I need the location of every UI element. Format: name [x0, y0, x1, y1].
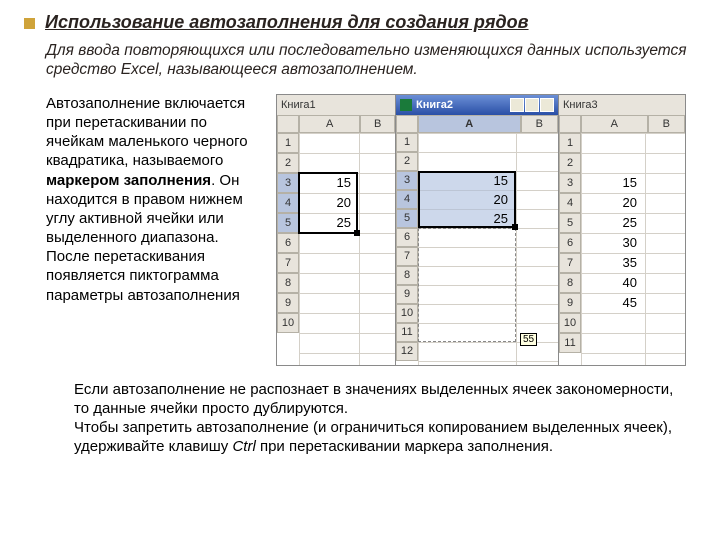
- row-header: 11: [559, 333, 581, 353]
- row-header: 9: [396, 285, 418, 304]
- row-header: 3: [277, 173, 299, 193]
- row-header: 2: [277, 153, 299, 173]
- row-header: 8: [559, 273, 581, 293]
- cell-value: 20: [581, 195, 643, 210]
- col-header: B: [648, 115, 685, 133]
- row-header: 11: [396, 323, 418, 342]
- desc-pre: Автозаполнение включается при перетаскив…: [46, 95, 248, 170]
- row-header: 6: [396, 228, 418, 247]
- ctrl-key: Ctrl: [232, 438, 255, 455]
- subtitle-text: Для ввода повторяющихся или последовател…: [46, 41, 692, 80]
- row-header: 1: [277, 133, 299, 153]
- cell-value: 30: [581, 235, 643, 250]
- description-text: Автозаполнение включается при перетаскив…: [24, 94, 260, 366]
- row-header: 2: [396, 152, 418, 171]
- cell-value: 15: [581, 175, 643, 190]
- row-header: 5: [396, 209, 418, 228]
- row-header: 5: [277, 213, 299, 233]
- row-header: 3: [396, 171, 418, 190]
- row-header: 4: [277, 193, 299, 213]
- row-header: 1: [396, 133, 418, 152]
- cell-value: 25: [418, 211, 514, 226]
- close-icon[interactable]: [540, 98, 554, 112]
- workbook-title-2: Книга2: [416, 99, 453, 111]
- page-title: Использование автозаполнения для создани…: [45, 12, 529, 33]
- workbook-3: Книга3 A B 1234567891011 15202530354045: [558, 94, 686, 366]
- bottom-line2b: при перетаскивании маркера заполнения.: [256, 438, 553, 455]
- row-header: 5: [559, 213, 581, 233]
- workbook-title-3: Книга3: [559, 95, 685, 115]
- row-header: 1: [559, 133, 581, 153]
- fill-handle[interactable]: [512, 224, 518, 230]
- row-header: 10: [277, 313, 299, 333]
- spreadsheet-illustration: Книга1 A B 12345678910 152025: [276, 94, 692, 366]
- cell-value: 15: [418, 173, 514, 188]
- row-header: 6: [277, 233, 299, 253]
- workbook-title-1: Книга1: [277, 95, 395, 115]
- bottom-text: Если автозаполнение не распознает в знач…: [74, 380, 674, 457]
- row-header: 7: [559, 253, 581, 273]
- row-header: 9: [559, 293, 581, 313]
- row-header: 8: [277, 273, 299, 293]
- cell-value: 25: [581, 215, 643, 230]
- col-header: B: [521, 115, 558, 133]
- autofill-tooltip: 55: [520, 333, 537, 346]
- cell-value: 35: [581, 255, 643, 270]
- row-header: 8: [396, 266, 418, 285]
- row-header: 4: [396, 190, 418, 209]
- corner-cell: [396, 115, 418, 133]
- bullet-square: [24, 18, 35, 29]
- row-header: 4: [559, 193, 581, 213]
- cell-value: 20: [418, 192, 514, 207]
- desc-post: . Он находится в правом нижнем углу акти…: [46, 172, 243, 304]
- row-header: 3: [559, 173, 581, 193]
- minimize-icon[interactable]: [510, 98, 524, 112]
- desc-bold: маркером заполнения: [46, 172, 211, 189]
- fill-handle[interactable]: [354, 230, 360, 236]
- corner-cell: [277, 115, 299, 133]
- maximize-icon[interactable]: [525, 98, 539, 112]
- row-header: 7: [396, 247, 418, 266]
- corner-cell: [559, 115, 581, 133]
- col-header: B: [360, 115, 395, 133]
- workbook-2: Книга2 A B 123456789101112 152025: [396, 94, 558, 366]
- row-header: 10: [559, 313, 581, 333]
- workbook-1: Книга1 A B 12345678910 152025: [276, 94, 396, 366]
- row-header: 12: [396, 342, 418, 361]
- row-header: 9: [277, 293, 299, 313]
- selection-box: [298, 172, 358, 234]
- cell-value: 45: [581, 295, 643, 310]
- row-header: 7: [277, 253, 299, 273]
- drag-outline: [418, 228, 516, 342]
- row-header: 6: [559, 233, 581, 253]
- col-header: A: [581, 115, 648, 133]
- bottom-line1: Если автозаполнение не распознает в знач…: [74, 381, 673, 417]
- col-header: A: [299, 115, 360, 133]
- cell-value: 40: [581, 275, 643, 290]
- excel-icon: [400, 99, 412, 111]
- col-header: A: [418, 115, 521, 133]
- row-header: 10: [396, 304, 418, 323]
- row-header: 2: [559, 153, 581, 173]
